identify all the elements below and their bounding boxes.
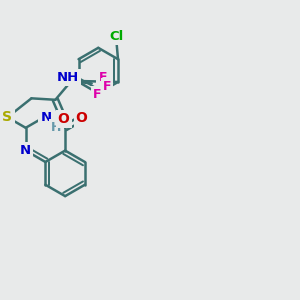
Text: F: F: [93, 88, 102, 101]
Text: Cl: Cl: [110, 30, 124, 43]
Text: O: O: [58, 112, 70, 126]
Text: H: H: [51, 121, 62, 134]
Text: O: O: [76, 111, 88, 125]
Text: F: F: [98, 70, 107, 83]
Text: N: N: [40, 110, 52, 124]
Text: S: S: [2, 110, 13, 124]
Text: N: N: [20, 144, 31, 157]
Text: NH: NH: [57, 71, 79, 84]
Text: F: F: [103, 80, 111, 93]
